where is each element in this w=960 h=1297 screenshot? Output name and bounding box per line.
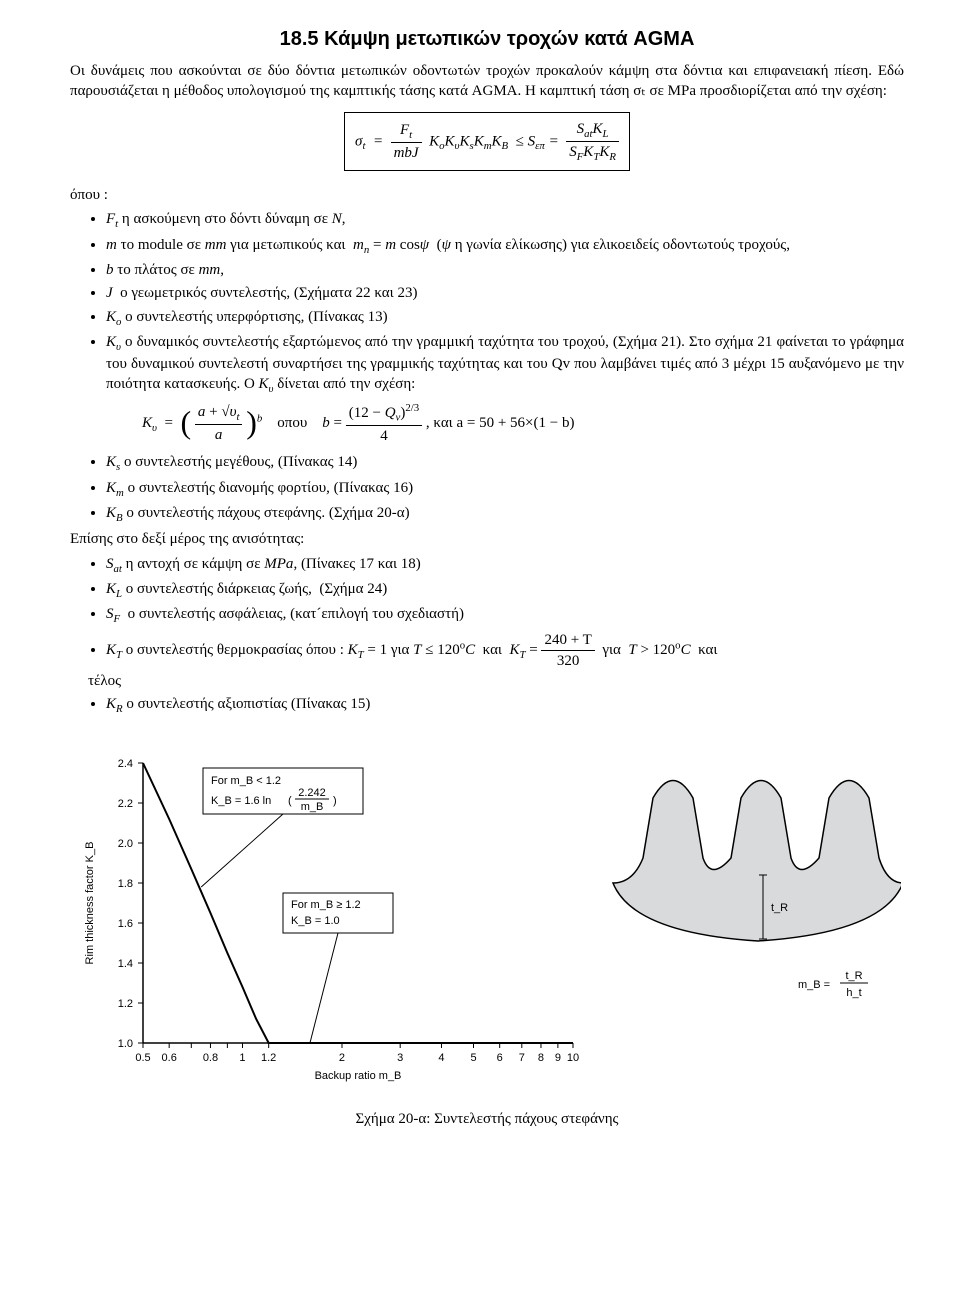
kb-chart: 1.0 1.2 1.4 1.6 1.8 2.0 2.2 2.4 0.5 0.6 0.8 1 1.2 2 3 4…	[73, 723, 901, 1103]
telos-label: τέλος	[88, 671, 904, 691]
svg-text:1.4: 1.4	[118, 958, 133, 970]
svg-text:m_B: m_B	[301, 801, 324, 813]
kv-equation: Kυ = ( a + √υt a )b οπου b = (12 − Qv)2/…	[142, 401, 904, 447]
svg-text:4: 4	[438, 1052, 444, 1064]
list-item: m το module σε mm για μετωπικούς και mn …	[106, 235, 904, 257]
svg-text:9: 9	[555, 1052, 561, 1064]
svg-text:For m_B < 1.2: For m_B < 1.2	[211, 775, 281, 787]
list-item: Sat η αντοχή σε κάμψη σε MPa, (Πίνακες 1…	[106, 554, 904, 576]
svg-text:For m_B ≥ 1.2: For m_B ≥ 1.2	[291, 899, 361, 911]
figure-caption: Σχήμα 20-α: Συντελεστής πάχους στεφάνης	[70, 1109, 904, 1129]
svg-text:5: 5	[470, 1052, 476, 1064]
svg-text:3: 3	[397, 1052, 403, 1064]
list-item: KB ο συντελεστής πάχους στεφάνης. (Σχήμα…	[106, 503, 904, 525]
list-item: Km ο συντελεστής διανομής φορτίου, (Πίνα…	[106, 478, 904, 500]
svg-text:0.6: 0.6	[162, 1052, 177, 1064]
svg-text:1.2: 1.2	[118, 998, 133, 1010]
svg-text:2: 2	[339, 1052, 345, 1064]
svg-text:(: (	[288, 795, 292, 807]
page-title: 18.5 Κάμψη μετωπικών τροχών κατά AGMA	[70, 26, 904, 53]
svg-text:6: 6	[497, 1052, 503, 1064]
svg-text:1.2: 1.2	[261, 1052, 276, 1064]
svg-text:1.0: 1.0	[118, 1038, 133, 1050]
svg-text:t_R: t_R	[771, 902, 788, 914]
svg-text:2.2: 2.2	[118, 798, 133, 810]
svg-text:K_B = 1.6 ln: K_B = 1.6 ln	[211, 795, 271, 807]
list-item: Ft η ασκούμενη στο δόντι δύναμη σε N,	[106, 209, 904, 231]
also-label: Επίσης στο δεξί μέρος της ανισότητας:	[70, 529, 904, 549]
svg-text:2.4: 2.4	[118, 758, 133, 770]
svg-text:7: 7	[519, 1052, 525, 1064]
figure-20a: 1.0 1.2 1.4 1.6 1.8 2.0 2.2 2.4 0.5 0.6 0.8 1 1.2 2 3 4…	[70, 723, 904, 1129]
list-item: J ο γεωμετρικός συντελεστής, (Σχήματα 22…	[106, 283, 904, 303]
list-item: KR ο συντελεστής αξιοπιστίας (Πίνακας 15…	[106, 694, 904, 716]
svg-text:1.8: 1.8	[118, 878, 133, 890]
bullet-list-3: Sat η αντοχή σε κάμψη σε MPa, (Πίνακες 1…	[70, 554, 904, 717]
svg-text:1: 1	[239, 1052, 245, 1064]
intro-paragraph: Οι δυνάμεις που ασκούνται σε δύο δόντια …	[70, 61, 904, 102]
svg-text:): )	[333, 795, 337, 807]
svg-text:1.6: 1.6	[118, 918, 133, 930]
bullet-list-1: Ft η ασκούμενη στο δόντι δύναμη σε N, m …	[70, 209, 904, 525]
svg-text:10: 10	[567, 1052, 579, 1064]
svg-text:Rim thickness factor K_B: Rim thickness factor K_B	[84, 841, 96, 964]
svg-text:h_t: h_t	[846, 987, 861, 999]
svg-text:Backup ratio m_B: Backup ratio m_B	[315, 1070, 402, 1082]
list-item: Ko ο συντελεστής υπερφόρτισης, (Πίνακας …	[106, 307, 904, 329]
svg-text:2.242: 2.242	[298, 787, 326, 799]
svg-text:0.5: 0.5	[135, 1052, 150, 1064]
svg-text:m_B =: m_B =	[798, 979, 830, 991]
svg-text:0.8: 0.8	[203, 1052, 218, 1064]
list-item: KT ο συντελεστής θερμοκρασίας όπου : KT …	[106, 630, 904, 692]
svg-text:K_B = 1.0: K_B = 1.0	[291, 915, 340, 927]
svg-text:2.0: 2.0	[118, 838, 133, 850]
list-item: b το πλάτος σε mm,	[106, 260, 904, 280]
opou-label: όπου :	[70, 185, 904, 205]
main-equation-block: σt = Ft mbJ KoKυKsKmKB ≤ Sεπ = SatKL SFK…	[70, 106, 904, 178]
list-item: Kυ ο δυναμικός συντελεστής εξαρτώμενος α…	[106, 332, 904, 446]
list-item: SF ο συντελεστής ασφάλειας, (κατ´επιλογή…	[106, 604, 904, 626]
svg-text:8: 8	[538, 1052, 544, 1064]
list-item: Ks ο συντελεστής μεγέθους, (Πίνακας 14)	[106, 452, 904, 474]
list-item: KL ο συντελεστής διάρκειας ζωής, (Σχήμα …	[106, 579, 904, 601]
svg-text:t_R: t_R	[845, 970, 862, 982]
